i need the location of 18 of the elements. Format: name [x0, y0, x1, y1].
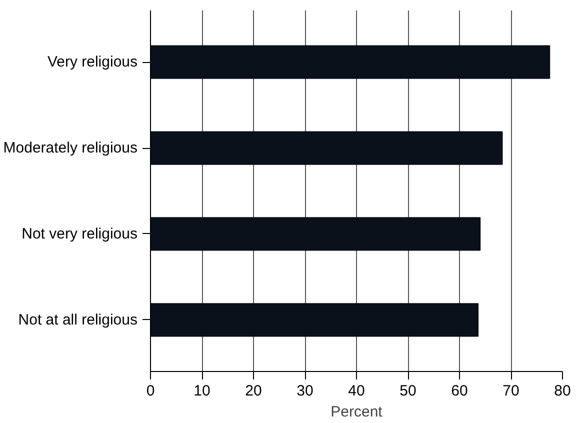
x-tick-label: 70	[502, 382, 520, 400]
x-tick-label: 20	[245, 382, 262, 400]
x-tick-label: 80	[554, 382, 571, 400]
y-tick-label: Moderately religious	[3, 140, 138, 157]
y-tick-label: Not at all religious	[18, 311, 138, 328]
x-tick-label: 60	[451, 382, 468, 400]
x-axis-title: Percent	[330, 404, 384, 420]
x-tick-label: 50	[400, 382, 416, 400]
x-tick-label: 40	[348, 382, 365, 400]
bar	[150, 303, 479, 337]
bar	[150, 217, 481, 251]
bar	[150, 45, 550, 79]
x-tick-label: 10	[194, 382, 210, 400]
x-tick-label: 30	[296, 382, 314, 400]
x-tick-label: 0	[146, 382, 155, 400]
y-tick-label: Not very religious	[22, 225, 138, 242]
y-tick-label: Very religious	[47, 54, 138, 71]
bar	[150, 131, 503, 165]
